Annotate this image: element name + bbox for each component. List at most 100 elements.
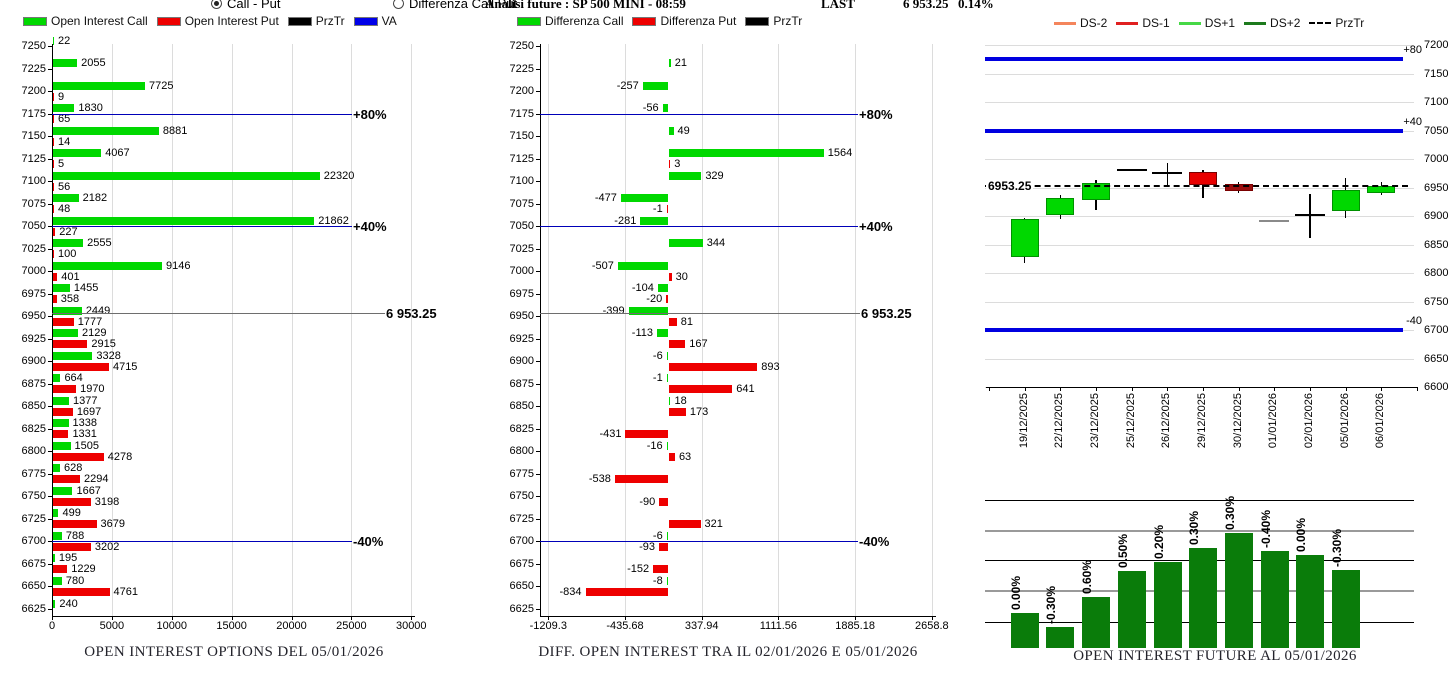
legend-swatch-prztr — [287, 16, 312, 26]
gridline-vertical — [548, 44, 550, 616]
y-axis-line — [52, 44, 53, 616]
oi-future-bar-label: 0.60% — [1080, 559, 1095, 594]
x-axis-tick — [1131, 387, 1133, 391]
put-bar-value-label: -20 — [646, 293, 663, 306]
radio-call-put[interactable]: Call - Put — [211, 0, 280, 11]
legend-line-ds-2 — [1054, 21, 1076, 25]
call-bar — [620, 194, 669, 203]
candle-doji — [1152, 172, 1183, 175]
strike-tick — [48, 361, 52, 363]
put-bar-value-label: -1 — [652, 203, 663, 216]
call-bar — [640, 216, 669, 225]
legend-label: Differenza Call — [545, 14, 624, 28]
put-bar — [666, 295, 669, 304]
x-axis-tick — [111, 616, 113, 620]
call-bar — [52, 576, 62, 585]
gridline-horizontal — [985, 622, 1414, 623]
call-bar-value-label: 664 — [64, 372, 83, 385]
date-label: 19/12/2025 — [1017, 393, 1030, 449]
gridline-vertical — [231, 44, 233, 616]
legend-item: PrzTr — [745, 14, 802, 28]
strike-tick — [48, 68, 52, 70]
legend-line-ds-1 — [1116, 21, 1139, 25]
put-bar — [52, 160, 54, 169]
call-bar-value-label: 1564 — [827, 147, 853, 160]
put-bar-value-label: 4761 — [113, 585, 138, 598]
strike-tick — [536, 609, 540, 610]
x-axis-tick — [1238, 387, 1240, 391]
va-level-label: -40% — [859, 534, 890, 550]
strike-tick — [48, 91, 52, 93]
call-bar — [628, 306, 669, 315]
strike-label: 6700 — [21, 535, 46, 548]
va-level-line — [540, 113, 858, 115]
candle-wick — [1309, 194, 1311, 238]
put-bar-value-label: 401 — [61, 270, 80, 283]
przt-level-line — [52, 313, 385, 315]
strike-label: 6625 — [21, 603, 46, 615]
va-level-label: +40% — [859, 219, 893, 235]
put-bar — [52, 92, 54, 101]
put-bar — [52, 520, 97, 529]
va-level-line — [540, 541, 858, 543]
call-bar-value-label: 344 — [706, 237, 726, 250]
strike-tick — [48, 518, 52, 520]
last-label: LAST — [821, 0, 855, 11]
call-bar-value-label: -281 — [614, 214, 637, 227]
put-bar-value-label: 81 — [680, 315, 693, 328]
call-bar-value-label: 628 — [64, 462, 83, 475]
strike-label: 7050 — [21, 220, 46, 233]
x-axis-tick — [1274, 387, 1276, 391]
strike-label: 6775 — [21, 467, 46, 480]
radio-differenza-call-put[interactable]: Differenza Call Put — [393, 0, 517, 11]
x-axis-tick — [701, 616, 703, 620]
y-axis-tick-label: 6950 — [1424, 181, 1449, 194]
strike-label: 7250 — [509, 40, 534, 52]
strike-tick — [48, 203, 52, 205]
call-bar-value-label: 22 — [58, 34, 71, 47]
put-bar-value-label: 2294 — [83, 473, 109, 486]
put-bar-value-label: 4278 — [107, 450, 133, 463]
strike-label: 6975 — [21, 287, 46, 300]
put-bar — [52, 205, 54, 214]
call-bar-value-label: -113 — [631, 327, 653, 340]
strike-label: 6650 — [21, 580, 46, 593]
x-axis-tick — [1345, 387, 1347, 391]
przt-level-label: 6 953.25 — [861, 306, 912, 322]
oi-future-bar-label: 0.20% — [1151, 524, 1166, 559]
put-bar-value-label: 358 — [60, 293, 80, 306]
strike-label: 6850 — [21, 400, 46, 413]
oi-future-bar — [1117, 571, 1146, 648]
call-bar — [668, 59, 671, 68]
strike-tick — [48, 609, 52, 610]
strike-label: 6750 — [509, 490, 534, 503]
put-bar-value-label: 4715 — [112, 360, 138, 373]
strike-label: 6725 — [21, 512, 46, 525]
przt-level-label: 6 953.25 — [386, 306, 437, 322]
legend-label: PrzTr — [315, 14, 345, 28]
strike-tick — [536, 586, 540, 588]
strike-tick — [536, 136, 540, 138]
call-bar — [52, 599, 56, 608]
y-axis-tick-label: 7200 — [1424, 39, 1449, 51]
candle-flat — [1259, 220, 1290, 223]
x-axis-tick — [231, 616, 233, 620]
x-axis-tick-label: 20000 — [276, 620, 307, 632]
put-bar-value-label: 30 — [675, 270, 688, 283]
legend-label: DS-1 — [1142, 16, 1170, 30]
y-axis-tick-label: 6700 — [1424, 324, 1449, 336]
legend-oi-options: Open Interest Call Open Interest Put PrzTr… — [23, 14, 406, 28]
put-bar — [668, 340, 686, 349]
oi-future-bar — [1153, 562, 1182, 648]
strike-tick — [536, 68, 540, 70]
va-level-line — [52, 226, 352, 228]
va-line-label: +80 — [1403, 44, 1422, 57]
gridline-horizontal — [985, 590, 1414, 592]
call-bar-value-label: -104 — [631, 282, 654, 295]
call-bar — [52, 284, 70, 293]
call-bar-value-label: 2129 — [81, 327, 107, 340]
legend-item: Differenza Call — [517, 14, 623, 28]
put-bar — [52, 137, 54, 146]
strike-tick — [48, 181, 52, 183]
